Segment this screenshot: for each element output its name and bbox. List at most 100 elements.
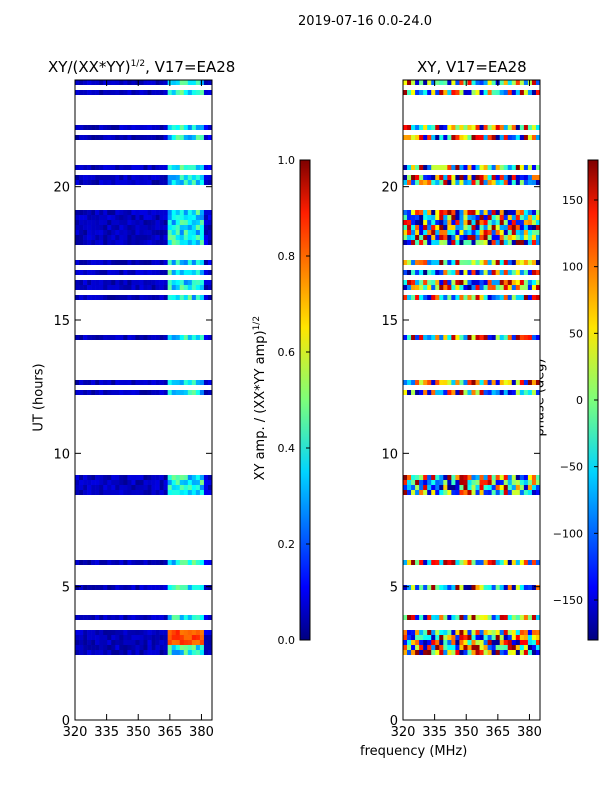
amp-cell xyxy=(75,475,80,481)
amp-cell xyxy=(147,175,152,181)
amp-cell xyxy=(87,585,92,591)
amp-cell xyxy=(159,355,164,361)
amp-cell xyxy=(119,260,124,266)
amp-cell xyxy=(127,400,132,406)
amp-cell xyxy=(199,200,205,206)
amp-cell xyxy=(159,625,164,631)
amp-cell xyxy=(151,590,156,596)
amp-cell xyxy=(151,325,156,331)
amp-cell xyxy=(203,275,209,281)
amp-cell xyxy=(79,575,84,581)
amp-cell xyxy=(127,100,132,106)
amp-cell xyxy=(163,695,168,701)
amp-cell xyxy=(87,290,92,296)
amp-cell xyxy=(175,305,181,311)
amp-cell xyxy=(175,160,181,166)
amp-cell xyxy=(199,190,205,196)
amp-cell xyxy=(163,360,168,366)
amp-cell xyxy=(175,320,181,326)
amp-cell xyxy=(155,390,160,396)
phase-cell xyxy=(483,145,488,151)
amp-cell xyxy=(159,570,164,576)
amp-cell xyxy=(179,505,185,511)
amp-cell xyxy=(163,320,168,326)
amp-cell xyxy=(127,710,132,716)
amp-cell xyxy=(87,95,92,101)
amp-cell xyxy=(111,255,116,261)
amp-cell xyxy=(191,200,197,206)
amp-cell xyxy=(171,355,177,361)
amp-cell xyxy=(151,625,156,631)
amp-cell xyxy=(151,520,156,526)
amp-cell xyxy=(163,95,168,101)
amp-cell xyxy=(107,395,112,401)
amp-cell xyxy=(99,120,104,126)
amp-cell xyxy=(171,575,177,581)
amp-cell xyxy=(95,700,100,706)
amp-cell xyxy=(79,640,84,646)
amp-cell xyxy=(187,450,193,456)
amp-cell xyxy=(175,135,181,141)
amp-cell xyxy=(115,355,120,361)
amp-cell xyxy=(75,220,80,226)
amp-cell xyxy=(191,615,197,621)
amp-cell xyxy=(147,80,152,86)
amp-cell xyxy=(199,670,205,676)
amp-cell xyxy=(147,205,152,211)
amp-cell xyxy=(203,470,209,476)
amp-cell xyxy=(115,460,120,466)
phase-cell xyxy=(503,160,509,166)
amp-cell xyxy=(91,615,96,621)
amp-cell xyxy=(183,610,189,616)
amp-cell xyxy=(111,530,116,536)
amp-cell xyxy=(159,125,164,131)
amp-cell xyxy=(183,215,189,221)
amp-cell xyxy=(151,655,156,661)
amp-cell xyxy=(135,350,140,356)
amp-cell xyxy=(83,420,88,426)
amp-cell xyxy=(179,525,185,531)
amp-cell xyxy=(183,385,189,391)
amp-cell xyxy=(79,290,84,296)
phase-cell xyxy=(479,105,484,111)
amp-cell xyxy=(203,395,209,401)
phase-cell xyxy=(483,165,488,171)
amp-cell xyxy=(107,490,112,496)
amp-cell xyxy=(191,115,197,121)
amp-cell xyxy=(207,575,213,581)
amp-cell xyxy=(135,560,140,566)
amp-cell xyxy=(123,440,128,446)
amp-cell xyxy=(195,365,201,371)
amp-cell xyxy=(95,270,100,276)
amp-cell xyxy=(207,610,213,616)
amp-cell xyxy=(171,520,177,526)
amp-cell xyxy=(155,305,160,311)
amp-cell xyxy=(199,465,205,471)
amp-cell xyxy=(151,550,156,556)
amp-cell xyxy=(99,220,104,226)
amp-cell xyxy=(83,620,88,626)
phase-cell xyxy=(403,100,408,106)
amp-cell xyxy=(79,385,84,391)
amp-cell xyxy=(123,425,128,431)
phase-cell xyxy=(419,115,424,121)
amp-cell xyxy=(119,465,124,471)
amp-cell xyxy=(163,475,168,481)
phase-cell xyxy=(427,110,432,116)
amp-cell xyxy=(159,460,164,466)
amp-cell xyxy=(87,515,92,521)
amp-cell xyxy=(127,640,132,646)
amp-cell xyxy=(187,505,193,511)
amp-cell xyxy=(107,455,112,461)
amp-cell xyxy=(127,325,132,331)
amp-cell xyxy=(195,660,201,666)
amp-cell xyxy=(83,485,88,491)
amp-cell xyxy=(127,575,132,581)
amp-cell xyxy=(83,85,88,91)
amp-cell xyxy=(143,585,148,591)
amp-cell xyxy=(127,200,132,206)
amp-cell xyxy=(175,715,181,721)
amp-cell xyxy=(131,240,136,246)
amp-cell xyxy=(119,160,124,166)
amp-cell xyxy=(83,395,88,401)
